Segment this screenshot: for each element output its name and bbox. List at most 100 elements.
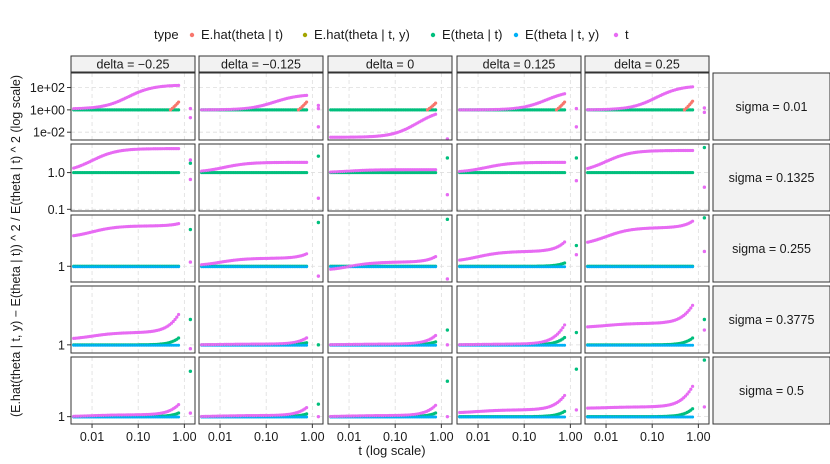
outlier-point xyxy=(188,161,193,165)
data-point-t xyxy=(690,85,695,89)
data-point-e-theta-t-y xyxy=(305,415,309,419)
data-point-e-theta-t-y xyxy=(177,415,181,419)
data-point-t xyxy=(562,160,567,164)
panel-background xyxy=(328,144,452,211)
panel xyxy=(70,356,196,425)
col-strip xyxy=(327,55,453,73)
panel xyxy=(198,143,324,212)
outlier-point xyxy=(445,193,450,197)
data-point-e-theta-t xyxy=(433,170,438,175)
legend-entry: E(theta | t) xyxy=(430,27,502,42)
panel-border xyxy=(70,356,196,425)
data-point-t xyxy=(557,330,561,334)
data-point-e-theta-t-y xyxy=(305,343,309,347)
outlier-point xyxy=(188,227,193,232)
data-point-t xyxy=(561,396,565,400)
data-point-e-theta-t xyxy=(176,336,181,340)
data-point-t xyxy=(562,323,567,327)
data-point-t xyxy=(562,240,567,244)
outlier-point xyxy=(445,277,450,281)
panel-border xyxy=(198,356,324,425)
panel-background xyxy=(71,357,195,424)
panel xyxy=(327,285,453,354)
data-point-t xyxy=(304,93,309,97)
data-point-t xyxy=(173,317,177,322)
data-point-e-theta-t xyxy=(304,108,309,112)
outlier-point xyxy=(316,274,321,278)
legend-key xyxy=(189,32,195,38)
panel-border xyxy=(584,214,710,283)
x-tick-label: 0.01 xyxy=(466,430,490,444)
panel xyxy=(70,143,196,212)
panel xyxy=(584,143,710,212)
legend: type E.hat(theta | t) E.hat(theta | t, y) E… xyxy=(154,27,629,42)
legend-key xyxy=(613,32,619,38)
panel xyxy=(456,72,582,141)
data-point-t xyxy=(689,306,693,310)
y-tick-label: 1 xyxy=(58,260,65,274)
outlier-point xyxy=(702,216,707,220)
legend-key xyxy=(430,32,436,38)
facet-panels xyxy=(70,72,710,425)
y-axis-title: (E.hat(theta | t, y) − E(theta | t)) ^ 2… xyxy=(9,75,23,417)
data-point-t xyxy=(687,308,691,312)
data-point-e-theta-t xyxy=(562,261,567,265)
data-point-e-theta-t xyxy=(304,341,309,345)
data-point-e-hat-theta-t xyxy=(562,100,567,104)
col-strip-label: delta = 0.125 xyxy=(483,58,556,72)
panel xyxy=(584,356,710,425)
outlier-point xyxy=(188,115,193,120)
data-point-e-theta-t-y xyxy=(177,265,181,269)
outlier-point xyxy=(188,369,193,373)
panel xyxy=(198,356,324,425)
col-strip xyxy=(198,55,324,73)
panel xyxy=(456,285,582,354)
legend-key xyxy=(513,32,519,38)
panel xyxy=(70,285,196,354)
outlier-point xyxy=(702,185,707,189)
panel xyxy=(327,214,453,283)
y-tick-label: 1.0 xyxy=(48,166,65,180)
data-point-e-theta-t-y xyxy=(434,415,438,419)
data-point-e-theta-t-y xyxy=(563,415,567,419)
row-strip xyxy=(712,214,830,283)
panel-background xyxy=(71,144,195,211)
data-point-e-theta-t xyxy=(176,170,181,175)
y-tick-label: 0.1 xyxy=(48,203,65,217)
panel xyxy=(456,356,582,425)
panel-background xyxy=(457,144,581,211)
legend-label: E(theta | t) xyxy=(442,27,502,42)
x-tick-label: 1.00 xyxy=(558,430,582,444)
panel-border xyxy=(327,72,453,141)
row-strip-label: sigma = 0.255 xyxy=(732,242,811,256)
data-point-e-theta-t xyxy=(176,108,181,112)
row-strip xyxy=(712,356,830,425)
data-point-e-theta-t-y xyxy=(305,265,309,269)
outlier-point xyxy=(188,177,193,182)
data-point-e-theta-t-y xyxy=(434,343,438,347)
panel-border xyxy=(327,356,453,425)
outlier-point xyxy=(574,106,579,111)
panel-border xyxy=(198,143,324,212)
panel-background xyxy=(328,357,452,424)
outlier-point xyxy=(188,411,193,415)
outlier-point xyxy=(702,145,707,150)
outlier-point xyxy=(445,217,450,222)
data-point-e-hat-theta-t xyxy=(176,100,181,104)
panel xyxy=(327,356,453,425)
outlier-point xyxy=(188,317,193,322)
outlier-point xyxy=(316,154,321,158)
outlier-point xyxy=(316,103,321,108)
outlier-point xyxy=(445,414,450,419)
panel-background xyxy=(199,144,323,211)
x-tick-label: 1.00 xyxy=(172,430,196,444)
panel-background xyxy=(457,215,581,282)
x-tick-label: 1.00 xyxy=(686,430,710,444)
data-point-e-theta-t-y xyxy=(563,343,567,347)
legend-label: E.hat(theta | t) xyxy=(201,27,283,42)
data-point-t xyxy=(559,328,563,332)
legend-label: t xyxy=(625,27,629,42)
data-point-e-theta-t xyxy=(690,108,695,112)
outlier-point xyxy=(574,125,579,129)
